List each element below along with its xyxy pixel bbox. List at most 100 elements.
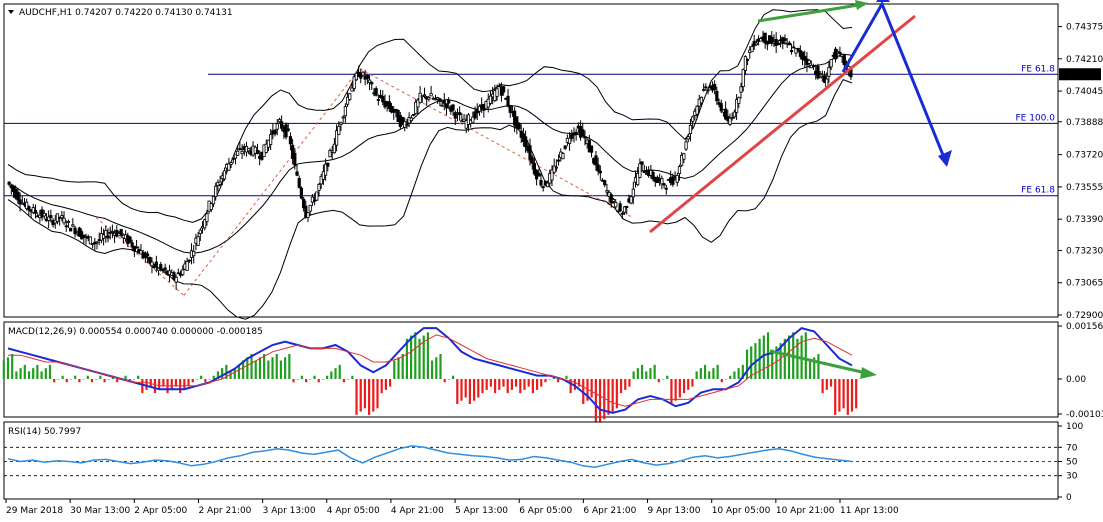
macd-hist-bar: [472, 378, 476, 401]
candle-body: [539, 179, 543, 186]
macd-lines: [7, 327, 877, 414]
rsi-value-line: [7, 445, 853, 468]
candle-body: [304, 205, 308, 218]
macd-hist-bar: [695, 371, 698, 379]
rsi-pane-frame: [3, 421, 1059, 500]
macd-hist-bar: [57, 378, 60, 380]
macd-hist-bar: [376, 378, 379, 409]
macd-hist-bar: [766, 332, 770, 379]
candle-body: [416, 99, 420, 108]
candle-body: [640, 161, 644, 165]
candle-body: [218, 181, 222, 185]
macd-hist-bar: [258, 357, 262, 379]
candle-body: [537, 172, 541, 177]
macd-hist-bar: [36, 364, 39, 379]
candle-body: [664, 187, 668, 190]
macd-hist-bar: [279, 360, 283, 379]
macd-hist-bar: [351, 375, 354, 379]
macd-hist-bar: [216, 371, 220, 379]
macd-hist-bar: [422, 335, 425, 379]
candle-body: [691, 116, 695, 122]
macd-pane[interactable]: 0.001561 0.00 -0.001031 MACD(12,26,9) 0.00…: [2, 321, 1103, 426]
macd-hist-bar: [598, 378, 602, 423]
candle-body: [807, 59, 811, 64]
rsi-line: [7, 445, 853, 468]
rsi-tick-label: 100: [1066, 422, 1083, 432]
candle-body: [816, 66, 820, 79]
chevron-down-icon[interactable]: [8, 10, 14, 14]
rsi-axis: 100 70 50 30 0: [1058, 422, 1083, 503]
macd-hist-bar: [708, 371, 711, 379]
candle-body: [33, 209, 38, 214]
candle-body: [229, 162, 233, 165]
candle-body: [770, 36, 774, 44]
macd-hist-bar: [183, 378, 186, 390]
macd-hist-bar: [204, 378, 207, 383]
candle-body: [18, 199, 22, 205]
macd-hist-bar: [317, 378, 320, 383]
candle-body: [833, 48, 838, 60]
candle-body: [794, 48, 798, 54]
candle-body: [706, 89, 710, 92]
macd-hist-bar: [414, 332, 417, 379]
macd-tick-label: -0.001031: [1066, 410, 1103, 420]
candle-body: [682, 153, 686, 160]
price-tick-label: 0.73888: [1066, 118, 1103, 128]
macd-hist-bar: [842, 378, 845, 409]
candle-body: [69, 227, 73, 232]
macd-hist-bar: [640, 364, 644, 379]
macd-hist-bar: [741, 364, 744, 379]
rsi-pane[interactable]: 100 70 50 30 0 RSI(14) 50.7997: [3, 421, 1083, 503]
macd-hist-bar: [229, 371, 232, 379]
price-tick-label: 0.73720: [1066, 151, 1103, 161]
green-arrow-line: [757, 2, 866, 23]
candle-body: [829, 59, 833, 68]
candle-body: [745, 58, 750, 61]
candle-body: [662, 183, 666, 186]
fibonacci-levels: FE 61.8 FE 100.0 FE 61.8: [4, 64, 1058, 296]
candle-body: [776, 42, 780, 46]
candle-body: [444, 103, 449, 109]
candle-body: [594, 155, 598, 166]
macd-hist-bar: [263, 354, 266, 379]
macd-hist-bar: [334, 368, 337, 379]
macd-hist-bar: [519, 378, 522, 394]
macd-hist-bar: [124, 375, 127, 379]
candle-body: [49, 215, 53, 219]
macd-hist-bar: [573, 378, 576, 390]
macd-hist-bar: [624, 378, 627, 390]
time-tick-label: 4 Apr 21:00: [391, 506, 444, 516]
macd-hist-bar: [116, 378, 119, 383]
macd-hist-bar: [187, 378, 190, 387]
macd-hist-bar: [145, 378, 148, 390]
candle-body: [803, 55, 807, 61]
candle-body: [370, 82, 374, 85]
macd-hist-bar: [699, 368, 702, 379]
candle-body: [561, 153, 565, 160]
macd-hist-bar: [577, 378, 581, 387]
macd-hist-bar: [99, 375, 102, 379]
macd-hist-bar: [90, 378, 94, 383]
candle-body: [291, 144, 295, 159]
macd-hist-bar: [372, 378, 375, 412]
macd-hist-bar: [254, 360, 257, 379]
candle-body: [471, 116, 475, 123]
candle-body: [737, 97, 741, 104]
candle-body: [293, 152, 297, 166]
macd-hist-bar: [149, 378, 152, 387]
macd-hist-bar: [548, 378, 551, 380]
symbol-label: AUDCHF,H1 0.74207 0.74220 0.74130 0.7413…: [19, 8, 233, 18]
macd-hist-bar: [426, 332, 430, 379]
macd-hist-bar: [40, 371, 43, 379]
macd-hist-bar: [380, 378, 383, 394]
macd-hist-bar: [750, 346, 753, 379]
macd-hist-bar: [661, 378, 665, 380]
candle-body: [148, 256, 152, 264]
macd-hist-bar: [712, 368, 715, 379]
candle-body: [629, 196, 633, 204]
macd-hist-bar: [733, 371, 736, 379]
macd-hist-bar: [74, 375, 77, 379]
candle-body: [150, 261, 154, 267]
price-pane[interactable]: FE 61.8FE 100.0FE 61.8 0.743750.742100.7…: [3, 0, 1103, 321]
